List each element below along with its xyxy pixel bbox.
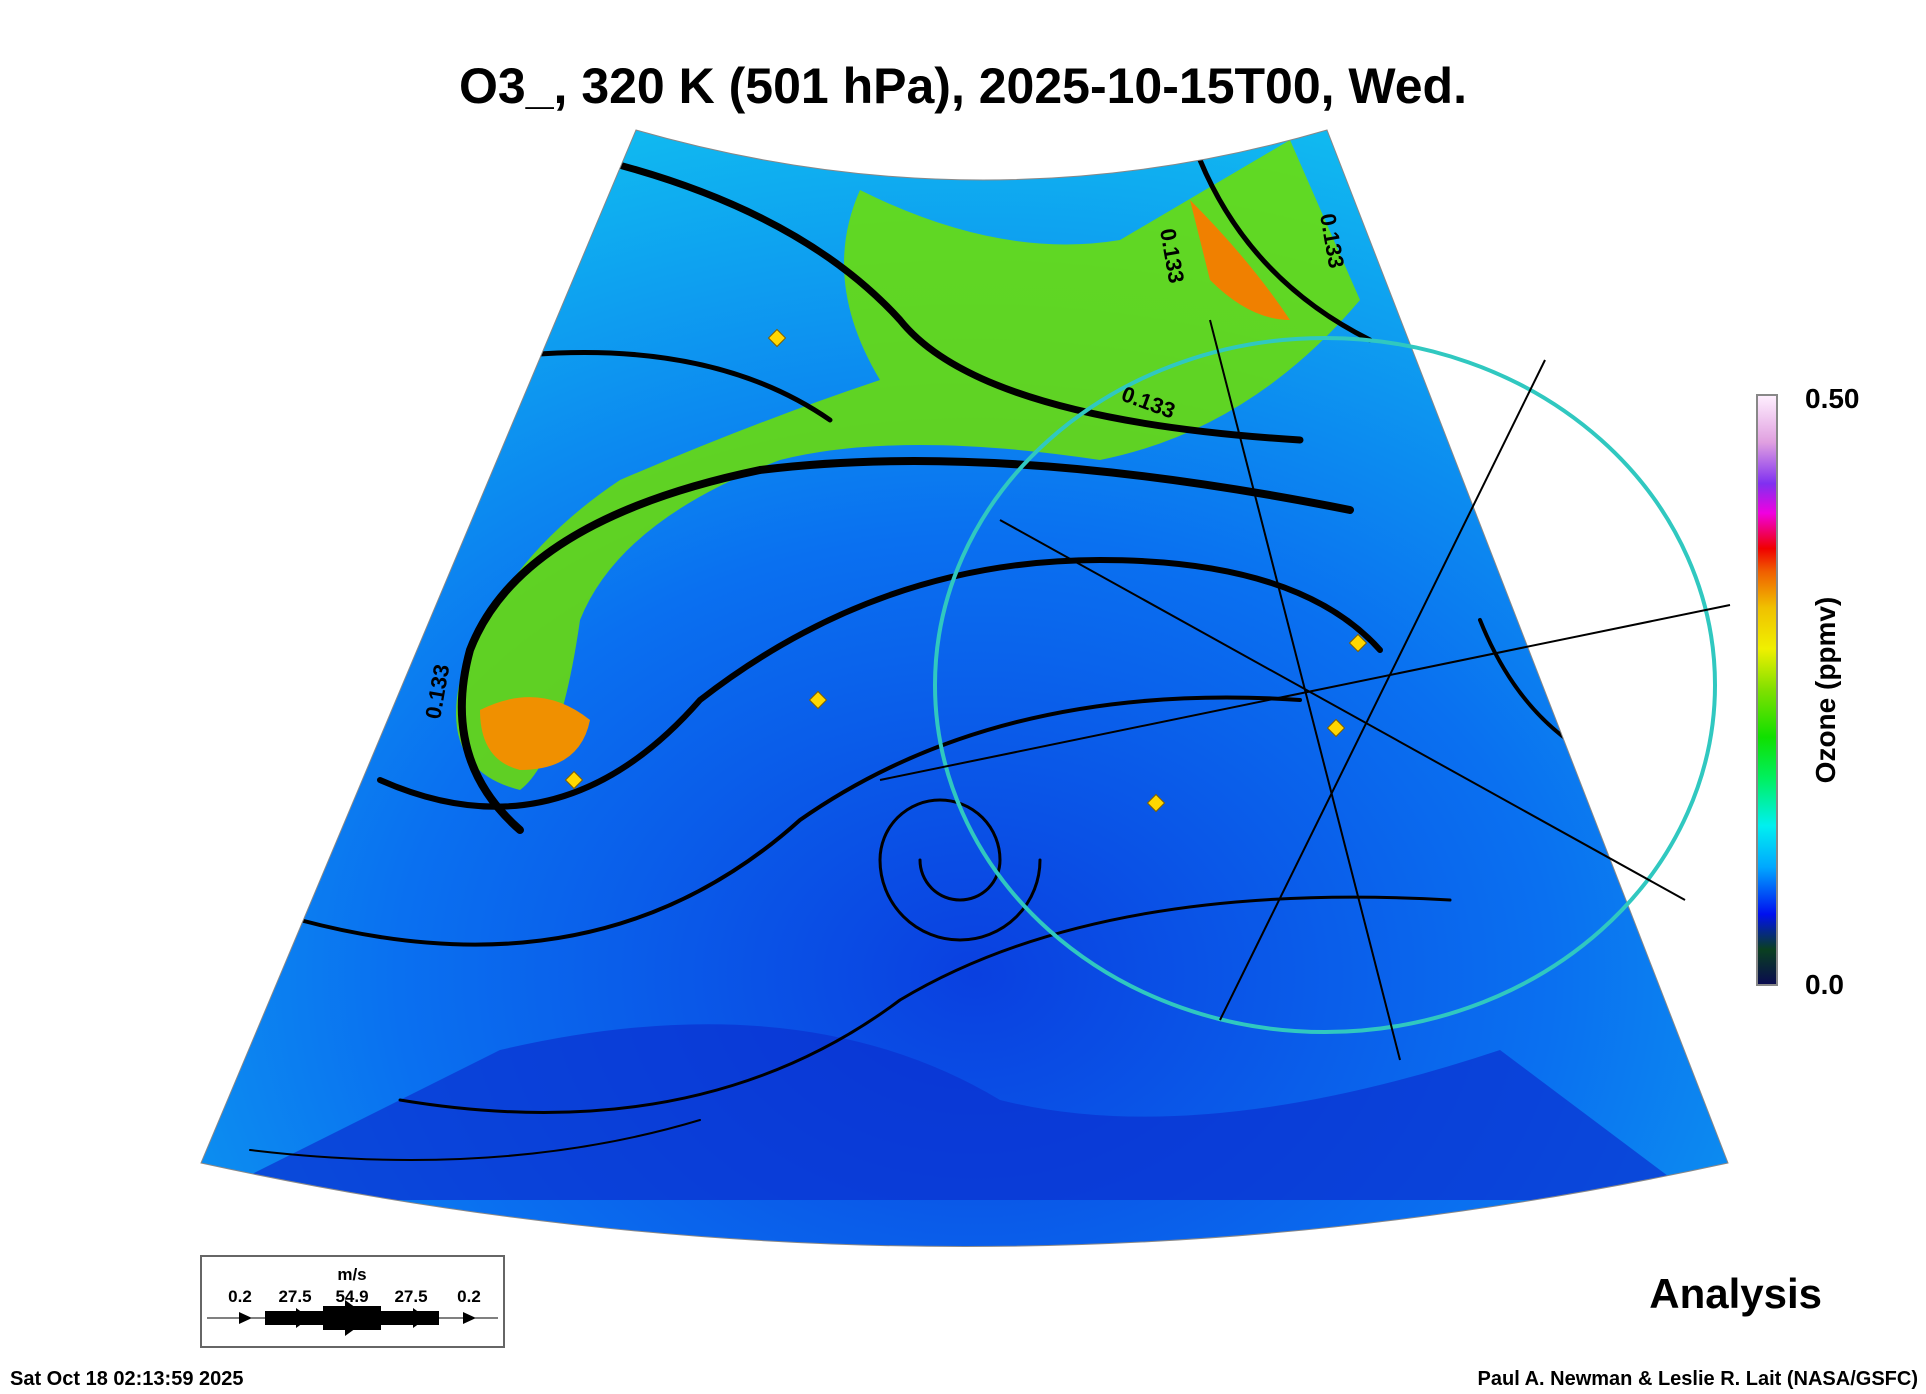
map-area	[201, 130, 1728, 1247]
legend-units: m/s	[337, 1265, 366, 1284]
colorbar-min-label: 0.0	[1805, 969, 1844, 1000]
timestamp: Sat Oct 18 02:13:59 2025	[10, 1368, 244, 1390]
credit: Paul A. Newman & Leslie R. Lait (NASA/GS…	[1478, 1368, 1918, 1390]
ozone-high-band	[456, 140, 1360, 790]
colorbar-max-label: 0.50	[1805, 383, 1860, 414]
station-markers	[564, 328, 1368, 813]
wind-speed-legend: m/s 0.2 27.5 54.9 27.5 0.2	[200, 1255, 505, 1348]
streamlines	[249, 156, 1602, 1161]
ozone-low-region	[201, 1024, 1700, 1200]
legend-value: 27.5	[394, 1287, 427, 1306]
legend-value: 27.5	[278, 1287, 311, 1306]
ozone-max-region-north	[1190, 200, 1290, 320]
legend-value: 54.9	[335, 1287, 368, 1306]
analysis-label: Analysis	[1649, 1270, 1822, 1317]
observation-circle	[933, 336, 1717, 1034]
chart-title: O3_, 320 K (501 hPa), 2025-10-15T00, Wed…	[459, 58, 1467, 114]
cross-section-lines	[879, 319, 1731, 1061]
legend-value: 0.2	[457, 1287, 481, 1306]
ozone-max-region	[480, 697, 590, 770]
colorbar-title: Ozone (ppmv)	[1810, 597, 1841, 784]
legend-value: 0.2	[228, 1287, 252, 1306]
map-border	[200, 129, 1729, 1247]
colorbar	[1756, 394, 1778, 986]
